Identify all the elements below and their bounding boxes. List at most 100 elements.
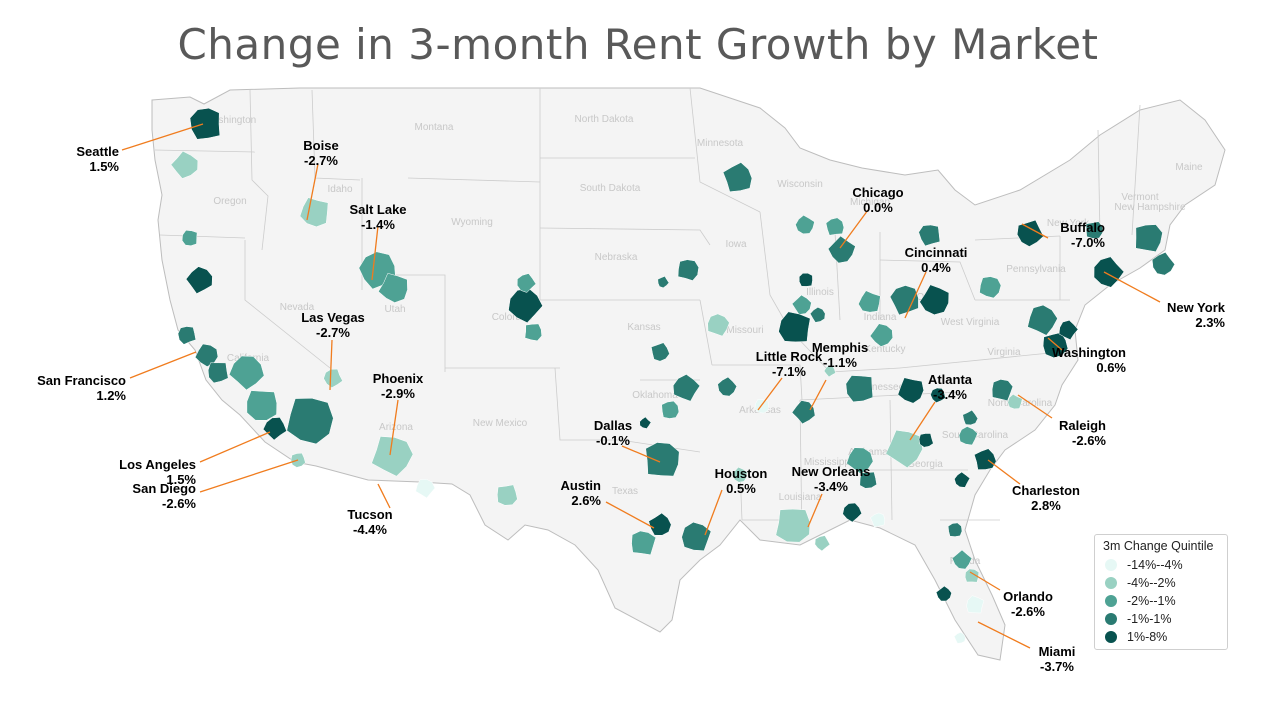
state-label: Louisiana bbox=[779, 492, 822, 503]
metro-area bbox=[845, 375, 874, 403]
state-label: Texas bbox=[612, 486, 638, 497]
market-value: -2.7% bbox=[304, 153, 338, 168]
market-value: -2.7% bbox=[316, 325, 350, 340]
state-label: Utah bbox=[384, 304, 405, 315]
market-value: -3.7% bbox=[1040, 659, 1074, 674]
leader-line bbox=[904, 271, 927, 319]
market-name: Memphis bbox=[812, 340, 868, 355]
state-label: New Mexico bbox=[473, 418, 528, 429]
metro-area bbox=[194, 343, 219, 367]
market-name: Raleigh bbox=[1059, 418, 1106, 433]
metro-area bbox=[1135, 224, 1163, 252]
metro-area bbox=[935, 585, 952, 602]
state-border bbox=[699, 299, 713, 366]
market-value: -1.4% bbox=[361, 217, 395, 232]
state-label: Oregon bbox=[213, 196, 246, 207]
metro-area bbox=[947, 522, 963, 537]
state-border bbox=[1131, 104, 1141, 236]
state-label: Pennsylvania bbox=[1006, 264, 1066, 275]
legend-swatch bbox=[1105, 631, 1117, 643]
state-label: New York bbox=[1047, 218, 1090, 229]
metro-area bbox=[869, 323, 893, 347]
metro-area bbox=[1027, 304, 1058, 336]
metro-area bbox=[795, 214, 815, 235]
leader-line bbox=[621, 445, 661, 463]
market-value: -1.1% bbox=[823, 355, 857, 370]
leader-line bbox=[389, 399, 399, 456]
market-name: Little Rock bbox=[756, 349, 823, 364]
state-border bbox=[407, 177, 541, 183]
state-label: Georgia bbox=[907, 459, 943, 470]
legend-label: -1%-1% bbox=[1127, 612, 1172, 626]
market-value: -7.0% bbox=[1071, 235, 1105, 250]
legend-swatch bbox=[1105, 559, 1117, 571]
metro-area bbox=[823, 365, 836, 378]
metro-area bbox=[809, 307, 826, 323]
state-label: Arizona bbox=[379, 422, 413, 433]
state-label: Nebraska bbox=[595, 252, 638, 263]
metro-areas-layer bbox=[170, 107, 1176, 644]
metro-area bbox=[707, 313, 730, 337]
map-title: Change in 3-month Rent Growth by Market bbox=[177, 20, 1099, 69]
metro-area bbox=[228, 355, 265, 391]
metro-area bbox=[181, 230, 198, 246]
market-value: -2.9% bbox=[381, 386, 415, 401]
leader-line bbox=[1021, 223, 1049, 239]
state-label: Wyoming bbox=[451, 217, 493, 228]
metro-area bbox=[798, 272, 813, 287]
metro-area bbox=[930, 387, 946, 403]
metro-area bbox=[954, 471, 971, 488]
metro-area bbox=[722, 162, 753, 192]
leader-line bbox=[1103, 271, 1161, 303]
legend-item: -1%-1% bbox=[1103, 610, 1219, 628]
market-name: Houston bbox=[715, 466, 768, 481]
metro-area bbox=[846, 447, 874, 475]
leader-line bbox=[704, 489, 723, 536]
metro-area bbox=[189, 107, 221, 140]
state-label: Montana bbox=[415, 122, 454, 133]
market-name: Atlanta bbox=[928, 372, 973, 387]
leader-line bbox=[329, 339, 333, 391]
state-border bbox=[712, 364, 803, 401]
state-border bbox=[539, 227, 711, 246]
state-label: Maine bbox=[1175, 162, 1203, 173]
market-name: Tucson bbox=[347, 507, 392, 522]
market-value: 2.8% bbox=[1031, 498, 1061, 513]
market-name: Seattle bbox=[76, 144, 119, 159]
market-name: Miami bbox=[1039, 644, 1076, 659]
legend: 3m Change Quintile -14%--4% -4%--2% -2%--1… bbox=[1094, 534, 1228, 650]
metro-area bbox=[1085, 221, 1103, 239]
metro-area bbox=[918, 433, 934, 448]
metro-area bbox=[991, 379, 1014, 401]
metro-area bbox=[775, 508, 811, 543]
legend-title: 3m Change Quintile bbox=[1103, 539, 1214, 553]
metro-area bbox=[497, 484, 518, 506]
legend-item: -4%--2% bbox=[1103, 574, 1219, 592]
metro-area bbox=[870, 512, 885, 528]
leader-line bbox=[807, 493, 823, 528]
state-label: West Virginia bbox=[941, 317, 1000, 328]
metro-area bbox=[897, 377, 924, 404]
legend-label: -14%--4% bbox=[1127, 558, 1183, 572]
market-name: San Diego bbox=[132, 481, 196, 496]
state-label: Missouri bbox=[726, 325, 763, 336]
metro-area bbox=[508, 288, 543, 324]
state-border bbox=[159, 234, 246, 239]
market-value: -2.6% bbox=[1072, 433, 1106, 448]
state-label: Oklahoma bbox=[632, 390, 678, 401]
leader-line bbox=[987, 459, 1021, 485]
market-name: Austin bbox=[561, 478, 602, 493]
metro-area bbox=[1151, 251, 1176, 276]
legend-item: 1%-8% bbox=[1103, 628, 1219, 646]
metro-area bbox=[677, 259, 699, 281]
market-value: 0.5% bbox=[726, 481, 756, 496]
metro-area bbox=[207, 362, 229, 384]
leader-line bbox=[129, 351, 197, 379]
market-value: -2.6% bbox=[162, 496, 196, 511]
metro-area bbox=[919, 284, 950, 315]
market-name: Buffalo bbox=[1060, 220, 1105, 235]
metro-area bbox=[825, 217, 845, 236]
leader-line bbox=[306, 163, 319, 221]
legend-item: -14%--4% bbox=[1103, 556, 1219, 574]
market-value: 1.2% bbox=[96, 388, 126, 403]
